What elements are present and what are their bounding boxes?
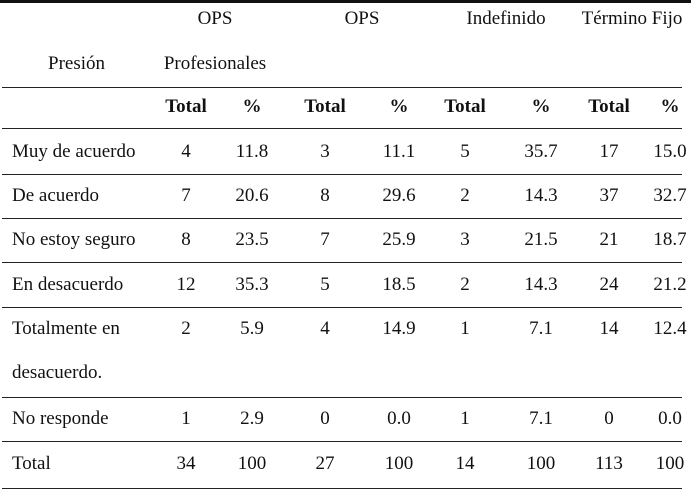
cell-value: 21.2 — [653, 274, 687, 295]
cell-value: 100 — [384, 453, 414, 474]
row-label-line2: desacuerdo. — [12, 362, 103, 383]
cell-value: 113 — [595, 453, 623, 474]
cell-value: 0 — [320, 408, 330, 429]
cell-value: 4 — [181, 141, 191, 162]
row-divider — [2, 307, 682, 308]
table-bottom-border — [2, 488, 682, 489]
group-header-termino-fijo: Término Fijo — [581, 8, 683, 29]
cell-value: 14.9 — [382, 318, 416, 339]
cell-value: 5.9 — [240, 318, 264, 339]
corner-label-presion: Presión — [48, 53, 105, 74]
group-header-ops-profesionales: OPS — [197, 8, 233, 29]
cell-value: 0 — [604, 408, 614, 429]
cell-value: 15.0 — [653, 141, 687, 162]
cell-value: 21 — [599, 229, 619, 250]
group-header-indefinido: Indefinido — [466, 8, 546, 29]
cell-value: 0.0 — [658, 408, 682, 429]
row-label: Muy de acuerdo — [12, 141, 136, 162]
cell-value: 8 — [320, 185, 330, 206]
cell-value: 0.0 — [387, 408, 411, 429]
row-divider — [2, 218, 682, 219]
cell-value: 11.1 — [382, 141, 416, 162]
cell-value: 1 — [460, 408, 470, 429]
subheader-total: Total — [165, 96, 207, 117]
cell-value: 100 — [655, 453, 685, 474]
cell-value: 7 — [320, 229, 330, 250]
cell-value: 5 — [460, 141, 470, 162]
cell-value: 29.6 — [382, 185, 416, 206]
subheader-percent: % — [531, 96, 551, 117]
row-label: No responde — [12, 408, 109, 429]
cell-value: 27 — [315, 453, 335, 474]
cell-value: 17 — [599, 141, 619, 162]
cell-value: 11.8 — [235, 141, 269, 162]
cell-value: 14 — [599, 318, 619, 339]
subheader-total: Total — [588, 96, 630, 117]
cell-value: 7.1 — [529, 408, 553, 429]
row-label: Total — [12, 453, 51, 474]
cell-value: 14.3 — [524, 274, 558, 295]
row-divider — [2, 262, 682, 263]
cell-value: 1 — [181, 408, 191, 429]
cell-value: 12.4 — [653, 318, 687, 339]
cell-value: 37 — [599, 185, 619, 206]
header-divider — [2, 87, 682, 88]
group-header-ops: OPS — [344, 8, 380, 29]
cell-value: 35.7 — [524, 141, 558, 162]
cell-value: 2 — [460, 274, 470, 295]
cell-value: 20.6 — [235, 185, 269, 206]
subheader-percent: % — [660, 96, 680, 117]
cell-value: 14.3 — [524, 185, 558, 206]
row-label: No estoy seguro — [12, 229, 136, 250]
row-divider — [2, 397, 682, 398]
cell-value: 2 — [181, 318, 191, 339]
cell-value: 25.9 — [382, 229, 416, 250]
group-header-ops-profesionales-line2: Profesionales — [163, 53, 267, 74]
subheader-percent: % — [389, 96, 409, 117]
cell-value: 24 — [599, 274, 619, 295]
cell-value: 23.5 — [235, 229, 269, 250]
cell-value: 18.7 — [653, 229, 687, 250]
row-divider — [2, 441, 682, 442]
cell-value: 8 — [181, 229, 191, 250]
cell-value: 34 — [176, 453, 196, 474]
cell-value: 32.7 — [653, 185, 687, 206]
cell-value: 100 — [237, 453, 267, 474]
cell-value: 5 — [320, 274, 330, 295]
cell-value: 2 — [460, 185, 470, 206]
cell-value: 14 — [455, 453, 475, 474]
cell-value: 12 — [176, 274, 196, 295]
row-label: De acuerdo — [12, 185, 100, 206]
cell-value: 18.5 — [382, 274, 416, 295]
row-label: Totalmente en — [12, 318, 120, 339]
cell-value: 4 — [320, 318, 330, 339]
subheader-total: Total — [304, 96, 346, 117]
cell-value: 2.9 — [240, 408, 264, 429]
subheader-total: Total — [444, 96, 486, 117]
cell-value: 7 — [181, 185, 191, 206]
subheader-divider — [2, 128, 682, 129]
cell-value: 21.5 — [524, 229, 558, 250]
cell-value: 3 — [460, 229, 470, 250]
row-divider — [2, 174, 682, 175]
cropped-top-border — [0, 0, 691, 3]
subheader-percent: % — [242, 96, 262, 117]
cell-value: 1 — [460, 318, 470, 339]
cell-value: 35.3 — [235, 274, 269, 295]
row-label: En desacuerdo — [12, 274, 124, 295]
cell-value: 7.1 — [529, 318, 553, 339]
cell-value: 3 — [320, 141, 330, 162]
cell-value: 100 — [526, 453, 556, 474]
